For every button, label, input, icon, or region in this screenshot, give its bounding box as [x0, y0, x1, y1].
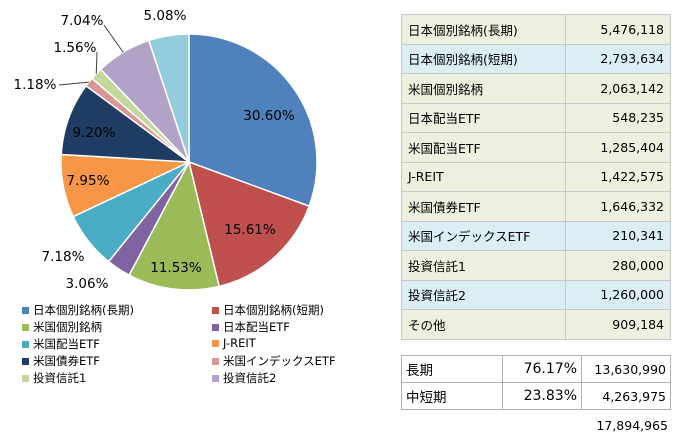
asset-name-cell: J-REIT — [401, 161, 566, 192]
leader-line — [58, 81, 90, 86]
legend-swatch — [212, 339, 219, 347]
asset-name-cell: 米国個別銘柄 — [401, 73, 566, 104]
asset-amount-cell: 210,341 — [565, 220, 671, 251]
table-row: 米国個別銘柄 2,063,142 — [401, 73, 671, 104]
legend-item: 日本個別銘柄(長期) — [22, 302, 134, 318]
table-row: 日本配当ETF 548,235 — [401, 102, 671, 133]
pie-data-label: 1.56% — [54, 40, 97, 56]
legend-label: 日本配当ETF — [223, 320, 290, 334]
grand-total: 17,894,965 — [596, 418, 668, 433]
legend-label: 投資信託1 — [33, 371, 87, 385]
asset-name-cell: 日本個別銘柄(短期) — [401, 43, 566, 74]
table-row: 米国配当ETF 1,285,404 — [401, 132, 671, 163]
table-row: 長期 76.17% 13,630,990 — [401, 355, 671, 383]
pie-data-label: 5.08% — [144, 8, 187, 24]
asset-name-cell: 米国インデックスETF — [401, 220, 566, 251]
legend-label: 日本個別銘柄(短期) — [223, 303, 324, 317]
leader-line — [103, 24, 124, 53]
legend-label: 日本個別銘柄(長期) — [33, 303, 134, 317]
pie-data-label: 15.61% — [224, 222, 276, 238]
asset-amount-cell: 1,646,332 — [565, 191, 671, 222]
table-row: 投資信託1 280,000 — [401, 250, 671, 281]
pie-data-label: 9.20% — [73, 125, 116, 141]
asset-amount-cell: 548,235 — [565, 102, 671, 133]
term-amount-cell: 4,263,975 — [581, 382, 671, 410]
pie-data-label: 7.04% — [61, 13, 104, 29]
legend-swatch — [22, 323, 29, 331]
legend-label: 投資信託2 — [223, 371, 277, 385]
asset-amount-cell: 1,285,404 — [565, 132, 671, 163]
leader-line — [95, 51, 98, 74]
legend-item: 米国個別銘柄 — [22, 319, 102, 335]
legend-swatch — [22, 374, 29, 382]
table-row: 米国債券ETF 1,646,332 — [401, 191, 671, 222]
legend-label: 米国個別銘柄 — [33, 320, 102, 334]
pie-data-label: 1.18% — [14, 77, 57, 93]
table-row: 日本個別銘柄(短期) 2,793,634 — [401, 43, 671, 74]
term-percent-cell: 76.17% — [502, 355, 582, 383]
asset-name-cell: その他 — [401, 309, 566, 340]
pie-slice — [128, 159, 221, 291]
table-row: J-REIT 1,422,575 — [401, 161, 671, 192]
asset-amount-cell: 2,063,142 — [565, 73, 671, 104]
legend-label: 米国配当ETF — [33, 337, 100, 351]
legend-item: J-REIT — [212, 336, 256, 350]
pie-data-label: 7.18% — [42, 249, 85, 265]
pie-slice — [147, 33, 190, 163]
term-percent-cell: 23.83% — [502, 382, 582, 410]
asset-name-cell: 米国配当ETF — [401, 132, 566, 163]
legend-swatch — [212, 357, 219, 365]
pie-slice — [187, 160, 311, 288]
table-row: 中短期 23.83% 4,263,975 — [401, 382, 671, 410]
legend-item: 日本個別銘柄(短期) — [212, 302, 324, 318]
asset-amount-cell: 1,422,575 — [565, 161, 671, 192]
asset-amount-cell: 5,476,118 — [565, 14, 671, 45]
legend-label: 米国インデックスETF — [223, 354, 336, 368]
legend-item: 日本配当ETF — [212, 319, 290, 335]
asset-amount-cell: 909,184 — [565, 309, 671, 340]
asset-table: 日本個別銘柄(長期) 5,476,118 日本個別銘柄(短期) 2,793,634 米国… — [401, 14, 671, 340]
term-name-cell: 中短期 — [401, 382, 503, 410]
legend-label: J-REIT — [223, 336, 256, 350]
pie-slice — [188, 33, 318, 208]
asset-amount-cell: 1,260,000 — [565, 279, 671, 310]
legend-swatch — [22, 340, 29, 348]
asset-name-cell: 投資信託1 — [401, 250, 566, 281]
term-summary-table: 長期 76.17% 13,630,990 中短期 23.83% 4,263,975 — [401, 355, 671, 410]
legend-swatch — [22, 306, 29, 314]
pie-chart: 30.60% 15.61% 11.53% 3.06% 7.18% 7.95% 9.20% 1.… — [14, 8, 318, 292]
table-row: 日本個別銘柄(長期) 5,476,118 — [401, 14, 671, 45]
pie-data-label: 7.95% — [67, 173, 110, 189]
asset-name-cell: 投資信託2 — [401, 279, 566, 310]
legend-item: 米国債券ETF — [22, 353, 100, 369]
legend-swatch — [212, 323, 219, 331]
legend-label: 米国債券ETF — [33, 354, 100, 368]
asset-amount-cell: 2,793,634 — [565, 43, 671, 74]
asset-name-cell: 日本配当ETF — [401, 102, 566, 133]
legend-item: 米国インデックスETF — [212, 353, 336, 369]
table-row: 米国インデックスETF 210,341 — [401, 220, 671, 251]
asset-name-cell: 日本個別銘柄(長期) — [401, 14, 566, 45]
legend-swatch — [212, 306, 219, 314]
term-amount-cell: 13,630,990 — [581, 355, 671, 383]
legend-item: 米国配当ETF — [22, 336, 100, 352]
legend-swatch — [22, 357, 29, 365]
table-row: 投資信託2 1,260,000 — [401, 279, 671, 310]
term-name-cell: 長期 — [401, 355, 503, 383]
table-row: その他 909,184 — [401, 309, 671, 340]
legend-item: 投資信託2 — [212, 370, 276, 386]
asset-amount-cell: 280,000 — [565, 250, 671, 281]
pie-data-label: 11.53% — [150, 260, 202, 276]
legend-swatch — [212, 374, 219, 382]
asset-name-cell: 米国債券ETF — [401, 191, 566, 222]
pie-data-label: 30.60% — [243, 108, 295, 124]
pie-data-label: 3.06% — [66, 276, 109, 292]
legend-item: 投資信託1 — [22, 370, 86, 386]
